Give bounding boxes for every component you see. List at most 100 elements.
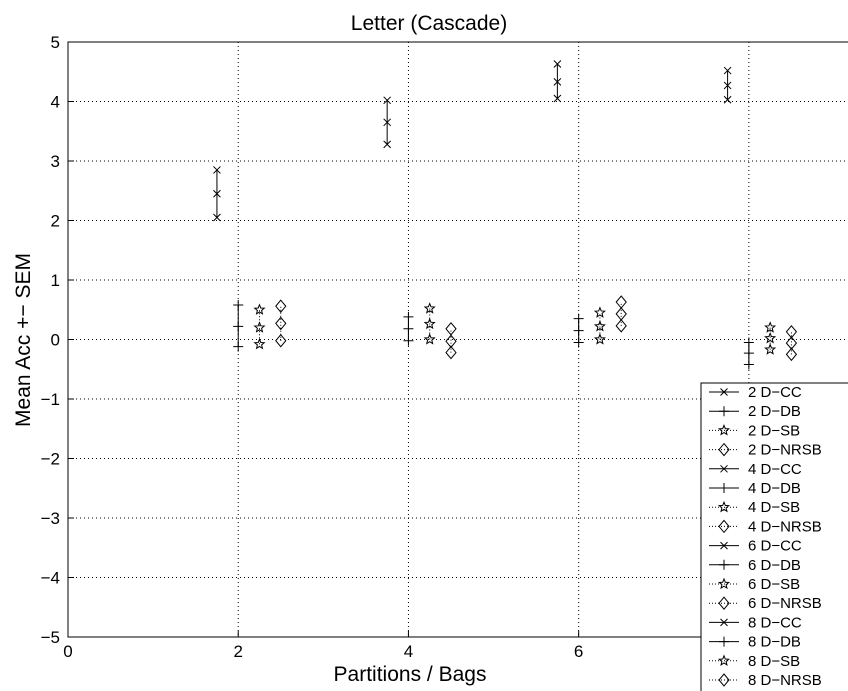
legend-item: 8 D−NRSB [709, 672, 822, 689]
data-point [764, 321, 777, 333]
legend-marker [718, 519, 730, 534]
data-point [573, 325, 584, 336]
series-15-errorbar [764, 321, 777, 355]
data-point [615, 319, 627, 333]
series-12-errorbar [615, 295, 627, 333]
legend-label: 2 D−DB [748, 403, 801, 420]
data-point [785, 347, 798, 362]
legend-label: 6 D−CC [748, 538, 802, 555]
legend-marker [718, 596, 730, 610]
legend-item: 4 D−SB [709, 499, 800, 516]
legend-marker [719, 483, 729, 493]
legend-marker [719, 559, 729, 570]
data-point [233, 341, 244, 352]
series-13-errorbar [723, 66, 732, 104]
legend-marker [717, 577, 731, 590]
legend-label: 8 D−NRSB [748, 672, 822, 689]
data-point [573, 313, 584, 324]
data-point [383, 96, 392, 105]
series-14-errorbar [743, 337, 754, 370]
legend-label: 4 D−DB [748, 480, 801, 497]
legend-box [700, 382, 848, 691]
series-10-errorbar [573, 313, 584, 348]
data-point [723, 66, 732, 75]
data-point [553, 60, 562, 68]
legend-item: 2 D−SB [709, 422, 800, 439]
legend-item: 4 D−NRSB [709, 518, 822, 535]
data-point [383, 140, 392, 149]
legend-marker [719, 406, 729, 417]
y-tick-label: −4 [41, 569, 60, 588]
data-point [403, 335, 414, 346]
y-tick-label: 5 [51, 33, 60, 52]
x-tick-label: 2 [233, 642, 242, 661]
data-point [573, 337, 584, 348]
data-point [764, 343, 777, 355]
x-axis-label: Partitions / Bags [334, 663, 487, 686]
data-point [445, 322, 457, 336]
data-point [593, 333, 606, 345]
legend-label: 6 D−DB [748, 557, 801, 574]
series-6-errorbar [403, 311, 414, 346]
data-point [213, 189, 221, 198]
legend-item: 8 D−CC [709, 614, 802, 631]
data-point [253, 303, 266, 315]
legend-marker [717, 654, 731, 666]
legend-item: 6 D−DB [709, 557, 801, 574]
data-point [233, 321, 244, 332]
x-tick-label: 6 [574, 642, 583, 661]
data-point [723, 95, 732, 104]
series-3-errorbar [253, 303, 266, 350]
legend-label: 6 D−NRSB [748, 595, 822, 612]
series-2-errorbar [233, 299, 244, 352]
legend-label: 4 D−CC [748, 461, 802, 478]
data-point [213, 213, 221, 222]
y-tick-label: 1 [51, 271, 60, 290]
data-point [383, 118, 392, 127]
data-point [423, 302, 436, 314]
chart-title: Letter (Cascade) [351, 12, 507, 35]
x-tick-label: 4 [404, 642, 413, 661]
series-5-errorbar [383, 96, 392, 149]
legend: 2 D−CC 2 D−DB 2 D−SB 2 D−NRSB 4 D−CC 4 D−DB 4 … [700, 382, 848, 691]
data-point [615, 295, 627, 309]
legend-marker [720, 388, 728, 396]
data-point [593, 306, 606, 318]
y-tick-label: 0 [51, 331, 60, 350]
data-point [403, 323, 414, 334]
data-point [275, 333, 287, 348]
legend-item: 6 D−CC [709, 538, 802, 555]
data-point [253, 321, 266, 333]
data-point [593, 320, 606, 332]
series-4-errorbar [275, 299, 287, 348]
legend-item: 8 D−SB [709, 653, 800, 670]
series-8-errorbar [445, 322, 457, 360]
data-point [785, 336, 798, 350]
y-tick-label: 2 [51, 212, 60, 231]
data-point [423, 333, 436, 345]
series-7-errorbar [423, 302, 436, 345]
legend-item: 8 D−DB [709, 634, 801, 651]
data-point [423, 317, 436, 330]
y-tick-label: 3 [51, 152, 60, 171]
data-point [445, 345, 457, 360]
y-tick-label: −2 [41, 450, 60, 469]
legend-label: 8 D−CC [748, 614, 802, 631]
legend-marker [720, 464, 728, 473]
legend-marker [717, 424, 731, 436]
legend-marker [719, 636, 729, 647]
legend-item: 4 D−DB [709, 480, 801, 497]
legend-item: 4 D−CC [709, 461, 802, 478]
legend-marker [720, 618, 728, 627]
data-series [213, 60, 798, 370]
x-tick-label: 0 [63, 642, 72, 661]
legend-label: 4 D−SB [748, 499, 800, 516]
y-axis-label: Mean Acc +− SEM [12, 253, 35, 427]
series-9-errorbar [553, 60, 562, 103]
data-point [615, 307, 627, 321]
data-point [403, 311, 414, 322]
data-point [233, 299, 244, 310]
data-point [275, 299, 287, 313]
y-tick-label: −1 [41, 390, 60, 409]
